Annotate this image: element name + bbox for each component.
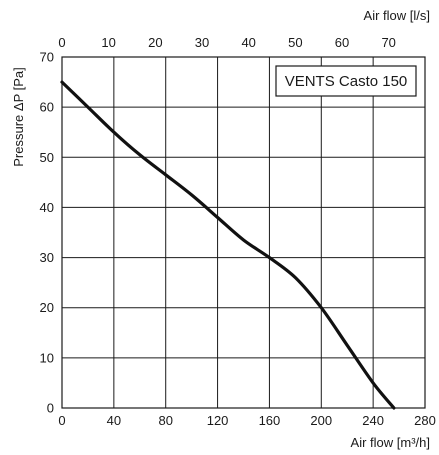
x-tick-label: 120 — [207, 413, 229, 428]
top-x-tick-label: 0 — [58, 35, 65, 50]
tick-labels: 0 40 80 120 160 200 240 280 0 10 20 30 40 50 60 70 0 10 20… — [40, 35, 436, 428]
legend-label: VENTS Casto 150 — [285, 73, 408, 90]
x-axis-label: Air flow [m³/h] — [351, 435, 430, 450]
top-x-tick-label: 20 — [148, 35, 162, 50]
x-tick-label: 40 — [107, 413, 121, 428]
y-tick-label: 0 — [47, 401, 54, 416]
x-tick-label: 0 — [58, 413, 65, 428]
y-tick-label: 10 — [40, 350, 54, 365]
x-tick-label: 280 — [414, 413, 436, 428]
top-x-tick-label: 60 — [335, 35, 349, 50]
y-tick-label: 30 — [40, 250, 54, 265]
legend-frame — [275, 65, 417, 97]
top-x-tick-label: 70 — [381, 35, 395, 50]
x-tick-label: 200 — [310, 413, 332, 428]
plot-frame — [61, 56, 426, 409]
top-x-tick-label: 30 — [195, 35, 209, 50]
y-tick-label: 60 — [40, 100, 54, 115]
y-axis-label: Pressure ΔP [Pa] — [11, 67, 26, 167]
top-x-tick-label: 10 — [101, 35, 115, 50]
y-tick-label: 40 — [40, 200, 54, 215]
y-tick-label: 50 — [40, 150, 54, 165]
y-tick-label: 20 — [40, 300, 54, 315]
top-x-axis-label: Air flow [l/s] — [364, 8, 430, 23]
series-curve — [60, 80, 396, 410]
x-tick-label: 160 — [259, 413, 281, 428]
legend-box: VENTS Casto 150 — [275, 65, 417, 97]
top-x-tick-label: 40 — [241, 35, 255, 50]
top-x-tick-label: 50 — [288, 35, 302, 50]
y-tick-label: 70 — [40, 50, 54, 65]
x-tick-label: 80 — [158, 413, 172, 428]
grid-lines — [62, 57, 425, 408]
x-tick-label: 240 — [362, 413, 384, 428]
